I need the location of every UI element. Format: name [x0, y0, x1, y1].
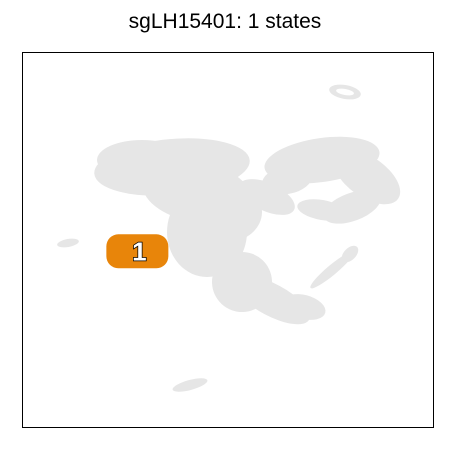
- background-cells: [57, 84, 401, 392]
- state-clusters: 1: [106, 234, 169, 269]
- background-cell-region: [172, 378, 208, 392]
- background-cell-region: [282, 294, 326, 320]
- state-cluster-points: [106, 234, 169, 269]
- umap-scatter-plot: 1: [22, 52, 434, 428]
- background-cell-region: [341, 245, 359, 263]
- background-cell-region: [239, 179, 295, 215]
- plot-frame: [22, 52, 434, 428]
- chart-title: sgLH15401: 1 states: [128, 10, 322, 33]
- state-cluster-1: 1: [106, 234, 169, 269]
- background-cell-region: [57, 238, 79, 248]
- state-label: 1: [132, 236, 146, 266]
- background-cell-region: [333, 149, 401, 205]
- background-cell-region: [297, 199, 347, 221]
- background-ring-hole: [336, 88, 354, 96]
